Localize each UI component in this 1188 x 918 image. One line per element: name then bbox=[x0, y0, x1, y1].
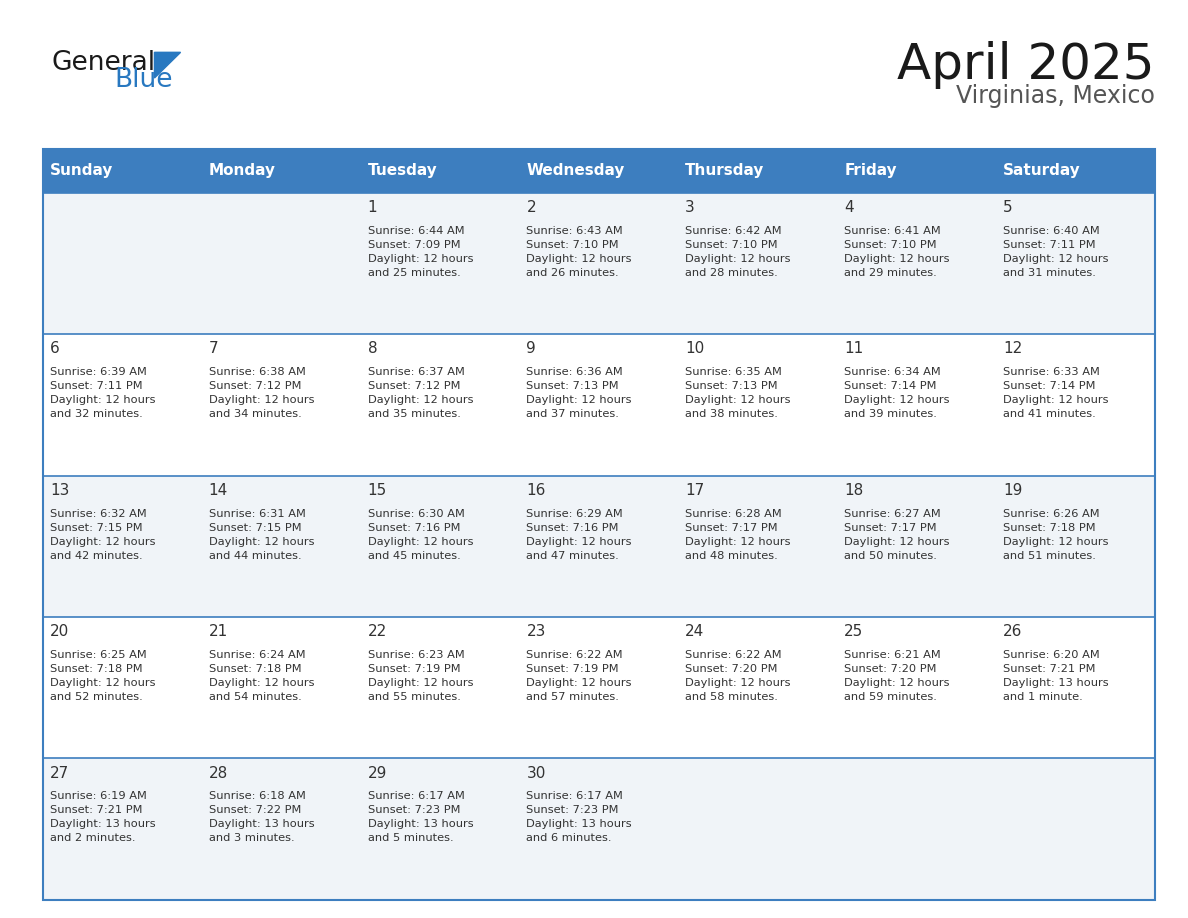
Bar bbox=[519, 149, 678, 193]
Text: 29: 29 bbox=[367, 766, 387, 780]
Text: 30: 30 bbox=[526, 766, 545, 780]
Text: Sunrise: 6:25 AM
Sunset: 7:18 PM
Daylight: 12 hours
and 52 minutes.: Sunrise: 6:25 AM Sunset: 7:18 PM Dayligh… bbox=[50, 650, 156, 702]
Text: Sunrise: 6:26 AM
Sunset: 7:18 PM
Daylight: 12 hours
and 51 minutes.: Sunrise: 6:26 AM Sunset: 7:18 PM Dayligh… bbox=[1003, 509, 1108, 561]
Text: 24: 24 bbox=[685, 624, 704, 639]
Text: Monday: Monday bbox=[209, 163, 276, 178]
Text: Sunrise: 6:23 AM
Sunset: 7:19 PM
Daylight: 12 hours
and 55 minutes.: Sunrise: 6:23 AM Sunset: 7:19 PM Dayligh… bbox=[367, 650, 473, 702]
Text: Sunrise: 6:36 AM
Sunset: 7:13 PM
Daylight: 12 hours
and 37 minutes.: Sunrise: 6:36 AM Sunset: 7:13 PM Dayligh… bbox=[526, 367, 632, 420]
Bar bbox=[678, 149, 838, 193]
Text: Sunrise: 6:43 AM
Sunset: 7:10 PM
Daylight: 12 hours
and 26 minutes.: Sunrise: 6:43 AM Sunset: 7:10 PM Dayligh… bbox=[526, 226, 632, 278]
Bar bbox=[838, 149, 996, 193]
Text: 10: 10 bbox=[685, 341, 704, 356]
Text: 5: 5 bbox=[1003, 200, 1012, 215]
Polygon shape bbox=[154, 52, 181, 78]
Text: Sunrise: 6:22 AM
Sunset: 7:20 PM
Daylight: 12 hours
and 58 minutes.: Sunrise: 6:22 AM Sunset: 7:20 PM Dayligh… bbox=[685, 650, 791, 702]
Text: Sunrise: 6:18 AM
Sunset: 7:22 PM
Daylight: 13 hours
and 3 minutes.: Sunrise: 6:18 AM Sunset: 7:22 PM Dayligh… bbox=[209, 791, 315, 844]
Bar bbox=[360, 149, 519, 193]
Text: General: General bbox=[51, 50, 156, 76]
Bar bbox=[43, 149, 1155, 900]
Text: Sunrise: 6:32 AM
Sunset: 7:15 PM
Daylight: 12 hours
and 42 minutes.: Sunrise: 6:32 AM Sunset: 7:15 PM Dayligh… bbox=[50, 509, 156, 561]
Text: 1: 1 bbox=[367, 200, 378, 215]
Text: 3: 3 bbox=[685, 200, 695, 215]
Text: Sunrise: 6:37 AM
Sunset: 7:12 PM
Daylight: 12 hours
and 35 minutes.: Sunrise: 6:37 AM Sunset: 7:12 PM Dayligh… bbox=[367, 367, 473, 420]
Text: 17: 17 bbox=[685, 483, 704, 498]
Text: Sunrise: 6:17 AM
Sunset: 7:23 PM
Daylight: 13 hours
and 6 minutes.: Sunrise: 6:17 AM Sunset: 7:23 PM Dayligh… bbox=[526, 791, 632, 844]
Text: 22: 22 bbox=[367, 624, 387, 639]
Bar bbox=[43, 758, 1155, 900]
Bar bbox=[43, 334, 1155, 476]
Text: Sunrise: 6:33 AM
Sunset: 7:14 PM
Daylight: 12 hours
and 41 minutes.: Sunrise: 6:33 AM Sunset: 7:14 PM Dayligh… bbox=[1003, 367, 1108, 420]
Text: Sunrise: 6:40 AM
Sunset: 7:11 PM
Daylight: 12 hours
and 31 minutes.: Sunrise: 6:40 AM Sunset: 7:11 PM Dayligh… bbox=[1003, 226, 1108, 278]
Text: 27: 27 bbox=[50, 766, 69, 780]
Text: 23: 23 bbox=[526, 624, 545, 639]
Bar bbox=[43, 193, 1155, 334]
Text: 20: 20 bbox=[50, 624, 69, 639]
Text: 8: 8 bbox=[367, 341, 378, 356]
Text: Sunrise: 6:24 AM
Sunset: 7:18 PM
Daylight: 12 hours
and 54 minutes.: Sunrise: 6:24 AM Sunset: 7:18 PM Dayligh… bbox=[209, 650, 315, 702]
Text: Wednesday: Wednesday bbox=[526, 163, 625, 178]
Text: Virginias, Mexico: Virginias, Mexico bbox=[956, 84, 1155, 108]
Text: 28: 28 bbox=[209, 766, 228, 780]
Text: Sunrise: 6:19 AM
Sunset: 7:21 PM
Daylight: 13 hours
and 2 minutes.: Sunrise: 6:19 AM Sunset: 7:21 PM Dayligh… bbox=[50, 791, 156, 844]
Text: Sunrise: 6:34 AM
Sunset: 7:14 PM
Daylight: 12 hours
and 39 minutes.: Sunrise: 6:34 AM Sunset: 7:14 PM Dayligh… bbox=[845, 367, 949, 420]
Text: Sunrise: 6:28 AM
Sunset: 7:17 PM
Daylight: 12 hours
and 48 minutes.: Sunrise: 6:28 AM Sunset: 7:17 PM Dayligh… bbox=[685, 509, 791, 561]
Text: Sunday: Sunday bbox=[50, 163, 113, 178]
Bar bbox=[43, 476, 1155, 617]
Text: Sunrise: 6:21 AM
Sunset: 7:20 PM
Daylight: 12 hours
and 59 minutes.: Sunrise: 6:21 AM Sunset: 7:20 PM Dayligh… bbox=[845, 650, 949, 702]
Text: Sunrise: 6:35 AM
Sunset: 7:13 PM
Daylight: 12 hours
and 38 minutes.: Sunrise: 6:35 AM Sunset: 7:13 PM Dayligh… bbox=[685, 367, 791, 420]
Text: Thursday: Thursday bbox=[685, 163, 765, 178]
Bar bbox=[43, 149, 202, 193]
Text: Sunrise: 6:29 AM
Sunset: 7:16 PM
Daylight: 12 hours
and 47 minutes.: Sunrise: 6:29 AM Sunset: 7:16 PM Dayligh… bbox=[526, 509, 632, 561]
Text: 15: 15 bbox=[367, 483, 387, 498]
Text: 2: 2 bbox=[526, 200, 536, 215]
Text: Sunrise: 6:17 AM
Sunset: 7:23 PM
Daylight: 13 hours
and 5 minutes.: Sunrise: 6:17 AM Sunset: 7:23 PM Dayligh… bbox=[367, 791, 473, 844]
Text: 14: 14 bbox=[209, 483, 228, 498]
Text: Sunrise: 6:31 AM
Sunset: 7:15 PM
Daylight: 12 hours
and 44 minutes.: Sunrise: 6:31 AM Sunset: 7:15 PM Dayligh… bbox=[209, 509, 315, 561]
Text: 13: 13 bbox=[50, 483, 69, 498]
Text: 4: 4 bbox=[845, 200, 854, 215]
Text: 26: 26 bbox=[1003, 624, 1023, 639]
Bar bbox=[43, 617, 1155, 758]
Text: April 2025: April 2025 bbox=[897, 41, 1155, 89]
Text: Friday: Friday bbox=[845, 163, 897, 178]
Text: Sunrise: 6:44 AM
Sunset: 7:09 PM
Daylight: 12 hours
and 25 minutes.: Sunrise: 6:44 AM Sunset: 7:09 PM Dayligh… bbox=[367, 226, 473, 278]
Text: 21: 21 bbox=[209, 624, 228, 639]
Text: 6: 6 bbox=[50, 341, 59, 356]
Text: 12: 12 bbox=[1003, 341, 1022, 356]
Text: 19: 19 bbox=[1003, 483, 1023, 498]
Text: 7: 7 bbox=[209, 341, 219, 356]
Text: Tuesday: Tuesday bbox=[367, 163, 437, 178]
Text: Sunrise: 6:38 AM
Sunset: 7:12 PM
Daylight: 12 hours
and 34 minutes.: Sunrise: 6:38 AM Sunset: 7:12 PM Dayligh… bbox=[209, 367, 315, 420]
Text: Saturday: Saturday bbox=[1003, 163, 1081, 178]
Text: Sunrise: 6:41 AM
Sunset: 7:10 PM
Daylight: 12 hours
and 29 minutes.: Sunrise: 6:41 AM Sunset: 7:10 PM Dayligh… bbox=[845, 226, 949, 278]
Text: 25: 25 bbox=[845, 624, 864, 639]
Text: Sunrise: 6:30 AM
Sunset: 7:16 PM
Daylight: 12 hours
and 45 minutes.: Sunrise: 6:30 AM Sunset: 7:16 PM Dayligh… bbox=[367, 509, 473, 561]
Text: Blue: Blue bbox=[114, 67, 172, 93]
Text: Sunrise: 6:39 AM
Sunset: 7:11 PM
Daylight: 12 hours
and 32 minutes.: Sunrise: 6:39 AM Sunset: 7:11 PM Dayligh… bbox=[50, 367, 156, 420]
Text: 9: 9 bbox=[526, 341, 536, 356]
Text: Sunrise: 6:42 AM
Sunset: 7:10 PM
Daylight: 12 hours
and 28 minutes.: Sunrise: 6:42 AM Sunset: 7:10 PM Dayligh… bbox=[685, 226, 791, 278]
Bar bbox=[996, 149, 1155, 193]
Text: 16: 16 bbox=[526, 483, 545, 498]
Text: Sunrise: 6:27 AM
Sunset: 7:17 PM
Daylight: 12 hours
and 50 minutes.: Sunrise: 6:27 AM Sunset: 7:17 PM Dayligh… bbox=[845, 509, 949, 561]
Bar bbox=[202, 149, 360, 193]
Text: 11: 11 bbox=[845, 341, 864, 356]
Text: 18: 18 bbox=[845, 483, 864, 498]
Text: Sunrise: 6:20 AM
Sunset: 7:21 PM
Daylight: 13 hours
and 1 minute.: Sunrise: 6:20 AM Sunset: 7:21 PM Dayligh… bbox=[1003, 650, 1108, 702]
Text: Sunrise: 6:22 AM
Sunset: 7:19 PM
Daylight: 12 hours
and 57 minutes.: Sunrise: 6:22 AM Sunset: 7:19 PM Dayligh… bbox=[526, 650, 632, 702]
